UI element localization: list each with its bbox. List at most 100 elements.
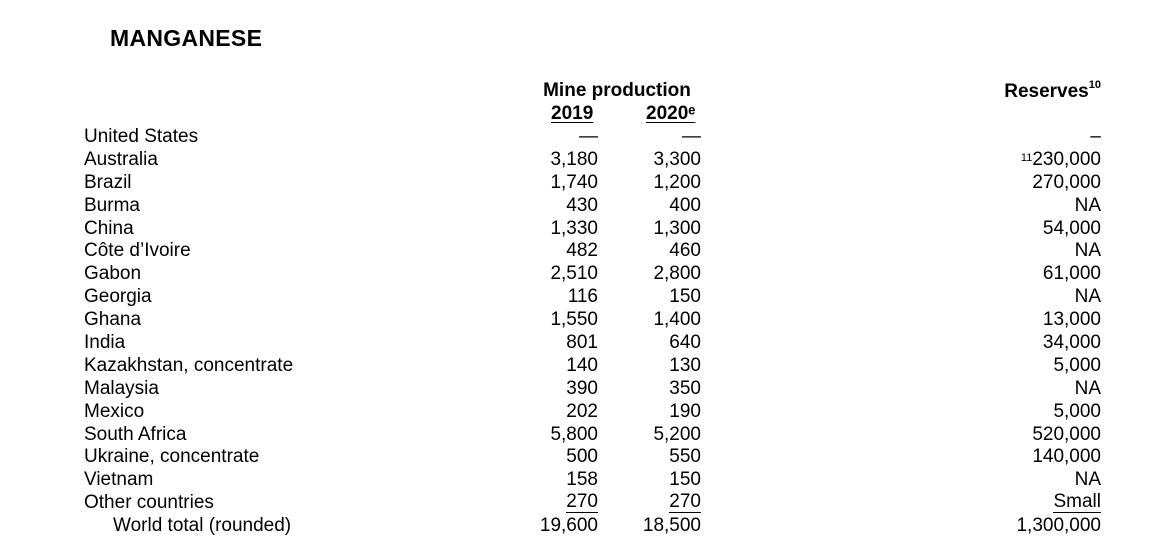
reserves-cell: 520,000 [1032, 424, 1101, 447]
country-cell: Ghana [84, 309, 142, 331]
production-2020-cell: 5,200 [653, 423, 701, 445]
reserves-cell: – [1090, 126, 1101, 149]
country-cell: Kazakhstan, concentrate [84, 354, 294, 376]
production-2020-cell: 400 [669, 194, 701, 216]
reserves-cell: 61,000 [1043, 263, 1101, 286]
country-cell: United States [84, 126, 199, 147]
reserves-value: 140,000 [1032, 446, 1101, 468]
country-cell: Mexico [84, 400, 145, 422]
production-2020-cell: 1,400 [653, 309, 701, 331]
reserves-cell: 140,000 [1032, 446, 1101, 469]
reserves-footnote: 10 [1088, 79, 1101, 91]
country-cell: Georgia [84, 286, 152, 308]
table-row: Georgia 116 150 NA [0, 286, 1174, 309]
reserves-value: 5,000 [1053, 400, 1101, 422]
reserves-value: 270,000 [1032, 171, 1101, 193]
reserves-value: 520,000 [1032, 423, 1101, 445]
table-row: Burma 430 400 NA [0, 195, 1174, 218]
production-2019-cell: 158 [566, 469, 598, 491]
reserves-value: 61,000 [1042, 263, 1101, 285]
reserves-value: NA [1074, 194, 1101, 216]
production-2020-cell: 1,300 [653, 217, 701, 239]
reserves-cell: Small [1053, 491, 1101, 514]
production-2019-cell: 801 [566, 332, 598, 354]
reserves-cell: NA [1075, 378, 1101, 401]
table-row: Mexico 202 190 5,000 [0, 401, 1174, 424]
table-row: Kazakhstan, concentrate 140 130 5,000 [0, 355, 1174, 378]
reserves-cell: 13,000 [1043, 309, 1101, 332]
table-row: Brazil 1,740 1,200 270,000 [0, 172, 1174, 195]
reserves-cell: 5,000 [1053, 401, 1101, 424]
production-2020-cell: 1,200 [653, 171, 701, 193]
table-row: India 801 640 34,000 [0, 332, 1174, 355]
reserves-value: NA [1074, 240, 1101, 262]
production-2019-cell: 202 [566, 400, 598, 422]
table-row: Ghana 1,550 1,400 13,000 [0, 309, 1174, 332]
country-cell: China [84, 217, 134, 239]
reserves-cell: 54,000 [1043, 218, 1101, 241]
production-2019-cell: 3,180 [550, 148, 598, 170]
reserves-value: 5,000 [1053, 354, 1101, 376]
country-cell: World total (rounded) [113, 515, 292, 537]
reserves-header: Reserves10 [1004, 79, 1101, 103]
mine-production-header: Mine production [543, 80, 691, 101]
page-title: MANGANESE [110, 25, 263, 51]
reserves-cell: 270,000 [1032, 172, 1101, 195]
year-2020-header: 2020ᵉ [646, 103, 696, 124]
table-row: United States — — – [0, 126, 1174, 149]
production-table: United States — — – Australia 3,180 3,30… [0, 126, 1174, 538]
production-2020-cell: 130 [669, 354, 701, 376]
table-row: Gabon 2,510 2,800 61,000 [0, 263, 1174, 286]
reserves-cell: NA [1075, 240, 1101, 263]
reserves-value: – [1090, 126, 1101, 147]
production-2020-cell: 460 [669, 240, 701, 262]
table-row: Vietnam 158 150 NA [0, 469, 1174, 492]
country-cell: Ukraine, concentrate [84, 446, 260, 468]
table-row: Malaysia 390 350 NA [0, 378, 1174, 401]
reserves-cell: 5,000 [1053, 355, 1101, 378]
table-row: Australia 3,180 3,300 11230,000 [0, 149, 1174, 172]
reserves-value: 230,000 [1032, 148, 1101, 170]
table-row: Ukraine, concentrate 500 550 140,000 [0, 446, 1174, 469]
country-cell: Côte d’Ivoire [84, 240, 191, 262]
country-cell: Gabon [84, 263, 142, 285]
table-row: China 1,330 1,300 54,000 [0, 218, 1174, 241]
production-2019-cell: 1,740 [550, 171, 598, 193]
table-row: Côte d’Ivoire 482 460 NA [0, 240, 1174, 263]
production-2019-cell: 2,510 [550, 263, 598, 285]
production-2019-cell: 116 [567, 286, 598, 308]
reserves-value: NA [1074, 286, 1101, 308]
year-2019-header: 2019 [551, 103, 594, 124]
country-cell: Brazil [84, 171, 132, 193]
production-2020-cell: 2,800 [653, 263, 701, 285]
production-2020-cell: 270 [669, 491, 701, 514]
production-2019-cell: 482 [566, 240, 598, 262]
reserves-cell: NA [1075, 286, 1101, 309]
country-cell: Vietnam [84, 469, 154, 491]
reserves-cell: 1,300,000 [1016, 515, 1101, 538]
reserves-note: 11 [1020, 151, 1033, 164]
production-2019-cell: 19,600 [539, 515, 598, 537]
country-cell: Burma [84, 194, 140, 216]
country-cell: India [84, 332, 126, 354]
production-2019-cell: 430 [566, 194, 598, 216]
production-2019-cell: 5,800 [550, 423, 598, 445]
production-2020-cell: 350 [669, 377, 701, 399]
production-2020-cell: 3,300 [653, 148, 701, 170]
production-2019-cell: — [579, 126, 598, 147]
reserves-header-label: Reserves [1004, 81, 1089, 102]
country-cell: Australia [84, 148, 158, 170]
production-2020-cell: 150 [669, 469, 701, 491]
reserves-value: 54,000 [1042, 217, 1101, 239]
reserves-cell: NA [1075, 469, 1101, 492]
production-2020-cell: 550 [669, 446, 701, 468]
production-2020-cell: 190 [669, 400, 701, 422]
country-cell: Other countries [84, 492, 214, 514]
reserves-value: 1,300,000 [1016, 515, 1101, 537]
production-2019-cell: 500 [566, 446, 598, 468]
production-2020-cell: 18,500 [642, 515, 701, 537]
production-2019-cell: 140 [566, 354, 598, 376]
reserves-value: NA [1074, 377, 1101, 399]
reserves-value: 13,000 [1042, 309, 1101, 331]
reserves-value: Small [1053, 491, 1101, 513]
